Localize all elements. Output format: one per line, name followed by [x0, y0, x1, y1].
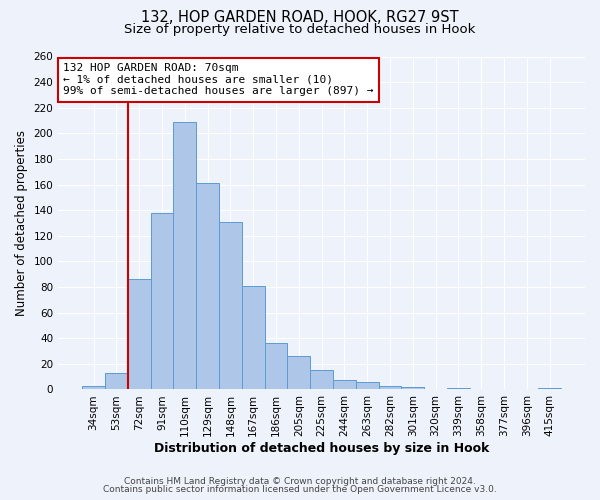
Y-axis label: Number of detached properties: Number of detached properties [15, 130, 28, 316]
Text: Size of property relative to detached houses in Hook: Size of property relative to detached ho… [124, 22, 476, 36]
Bar [196, 184, 219, 390]
Bar [105, 373, 128, 390]
Bar [219, 222, 242, 390]
Text: Contains HM Land Registry data © Crown copyright and database right 2024.: Contains HM Land Registry data © Crown c… [124, 477, 476, 486]
Bar [128, 280, 151, 390]
X-axis label: Distribution of detached houses by size in Hook: Distribution of detached houses by size … [154, 442, 489, 455]
Bar [242, 286, 265, 390]
Bar [151, 212, 173, 390]
Bar [447, 388, 470, 390]
Bar [265, 344, 287, 390]
Bar [538, 388, 561, 390]
Text: 132 HOP GARDEN ROAD: 70sqm
← 1% of detached houses are smaller (10)
99% of semi-: 132 HOP GARDEN ROAD: 70sqm ← 1% of detac… [64, 63, 374, 96]
Text: 132, HOP GARDEN ROAD, HOOK, RG27 9ST: 132, HOP GARDEN ROAD, HOOK, RG27 9ST [141, 10, 459, 25]
Bar [287, 356, 310, 390]
Text: Contains public sector information licensed under the Open Government Licence v3: Contains public sector information licen… [103, 485, 497, 494]
Bar [173, 122, 196, 390]
Bar [333, 380, 356, 390]
Bar [310, 370, 333, 390]
Bar [356, 382, 379, 390]
Bar [379, 386, 401, 390]
Bar [82, 386, 105, 390]
Bar [401, 387, 424, 390]
